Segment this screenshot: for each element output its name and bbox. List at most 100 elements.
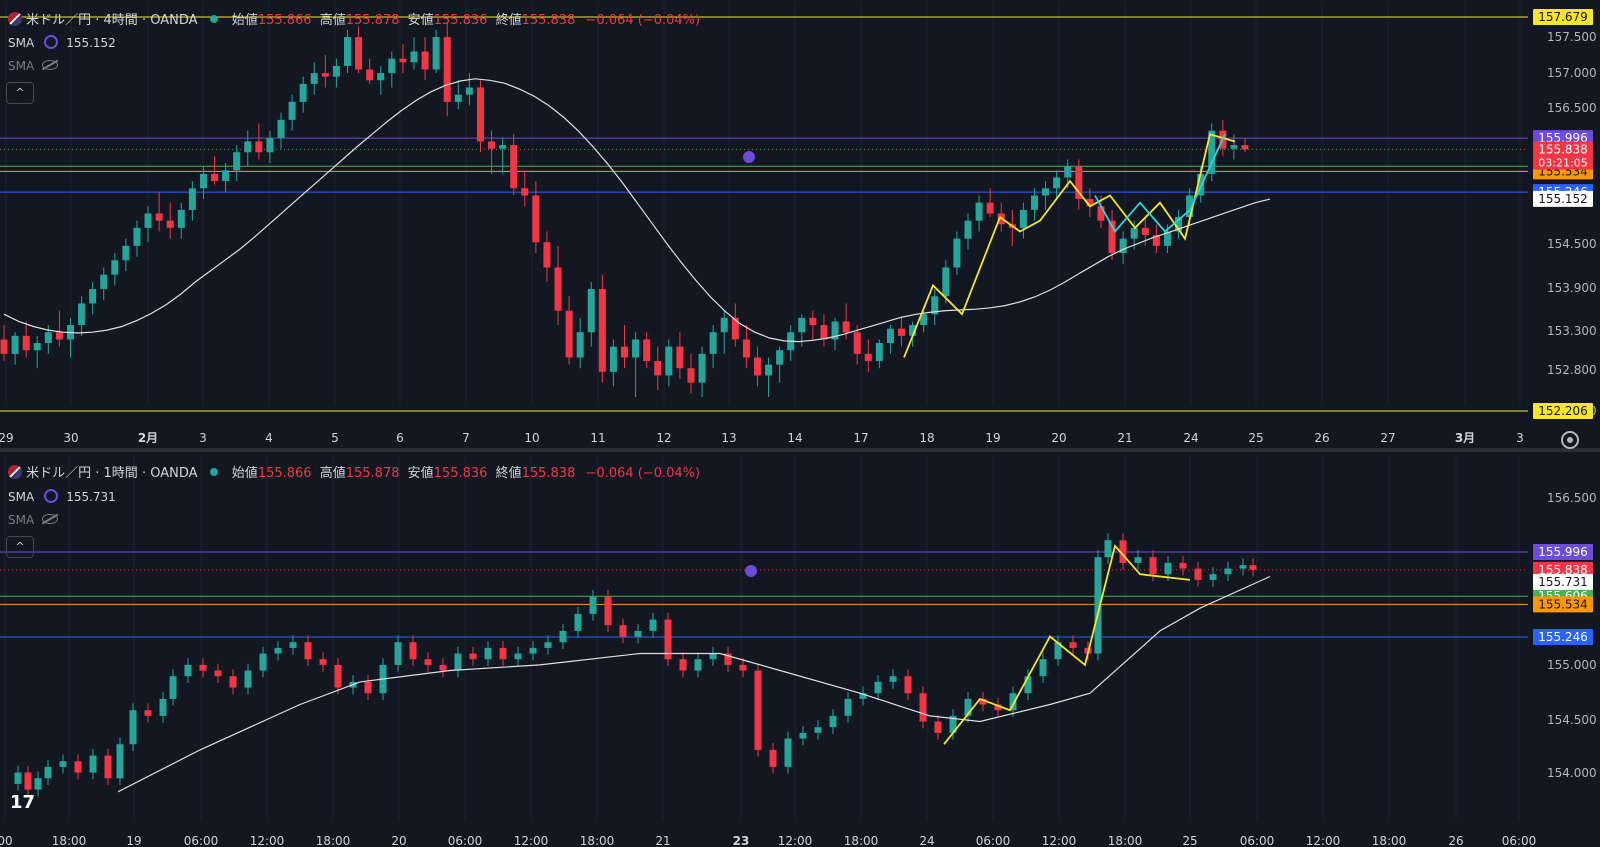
candle-body (24, 772, 32, 790)
time-tick-label: 19 (126, 834, 141, 847)
time-tick-label: 14 (787, 431, 802, 445)
candle-body (1230, 145, 1238, 149)
sma-color-icon (44, 489, 59, 503)
candle-body (864, 353, 872, 362)
price-tick-label: 154.500 (1547, 713, 1597, 727)
price-tag (1533, 574, 1593, 591)
change-value: −0.064 (−0.04%) (585, 466, 701, 481)
candle-body (104, 755, 112, 779)
candle-body (184, 664, 192, 677)
candle-body (366, 69, 374, 81)
candle-body (529, 647, 537, 654)
candle-body (964, 698, 972, 716)
price-tag-label: 155.534 (1538, 597, 1588, 611)
time-tick-label: 6 (396, 431, 404, 445)
candle-body (74, 761, 82, 773)
indicator-sma-2[interactable]: SMA (8, 513, 59, 527)
symbol-title[interactable]: 米ドル／円 · 4時間 · OANDA (26, 13, 198, 28)
hidden-eye-icon[interactable] (42, 60, 59, 70)
open-value: 155.866 (257, 466, 312, 481)
candle-body (332, 65, 340, 77)
hidden-eye-icon[interactable] (42, 514, 59, 524)
candle-body (159, 698, 167, 716)
candle-body (476, 87, 484, 142)
price-tag (1533, 629, 1593, 645)
candle-body (11, 335, 19, 354)
price-tick-label: 153.300 (1547, 324, 1597, 338)
candle-body (765, 364, 773, 376)
candle-body (304, 642, 312, 660)
candle-body (1069, 642, 1077, 648)
candle-body (694, 659, 702, 671)
time-tick-label: 27 (1380, 431, 1395, 445)
time-tick-label: 23 (733, 834, 750, 847)
candle-body (89, 289, 97, 304)
candle-body (643, 339, 651, 362)
candle-body (842, 321, 850, 333)
candle-body (875, 343, 883, 362)
candle-body (259, 653, 267, 671)
panel-separator[interactable] (0, 448, 1600, 452)
indicator-sma-2[interactable]: SMA (8, 59, 59, 73)
candle-body (532, 195, 540, 243)
time-tick-label: 12 (656, 431, 671, 445)
candle-body (233, 152, 241, 171)
candle-body (1104, 540, 1112, 558)
low-value: 155.836 (433, 466, 488, 481)
candle-body (44, 332, 52, 344)
candle-body (604, 596, 612, 626)
time-tick-label: 21 (655, 834, 670, 847)
candle-body (565, 310, 573, 358)
candle-body (953, 238, 961, 268)
candle-body (244, 141, 252, 153)
candle-body (394, 642, 402, 665)
candle-body (59, 761, 67, 767)
candle-body (377, 73, 385, 81)
candle-body (100, 274, 108, 290)
price-tag-label: 155.838 (1538, 563, 1588, 577)
candle-body (499, 647, 507, 660)
indicator-sma-1[interactable]: SMA 155.731 (8, 489, 116, 504)
candle-body (676, 346, 684, 369)
time-tick-label: 7 (462, 431, 470, 445)
sma-color-icon (44, 35, 59, 49)
candle-body (831, 321, 839, 340)
candle-body (1053, 177, 1061, 189)
candle-body (1030, 195, 1038, 210)
symbol-title[interactable]: 米ドル／円 · 1時間 · OANDA (26, 466, 198, 481)
time-tick-label: 12:00 (514, 834, 549, 847)
sma-line (117, 575, 1271, 793)
tradingview-logo-icon[interactable]: 17 (10, 792, 36, 813)
candle-body (979, 698, 987, 705)
candle-body (288, 101, 296, 120)
time-tick-label: 06:00 (1240, 834, 1275, 847)
indicator-sma-1[interactable]: SMA 155.152 (8, 35, 116, 50)
collapse-legend-button[interactable]: ^ (6, 82, 34, 104)
price-tick-label: 154.500 (1547, 237, 1597, 251)
candle-body (299, 83, 307, 102)
candle-body (133, 227, 141, 246)
candle-body (122, 245, 130, 261)
candle-body (809, 317, 817, 326)
time-tick-label: 13 (721, 431, 736, 445)
candle-body (14, 772, 22, 784)
chart-settings-gear-icon[interactable] (1561, 431, 1579, 449)
candle-body (44, 766, 52, 779)
candle-body (1042, 188, 1050, 196)
collapse-legend-button[interactable]: ^ (6, 536, 34, 558)
time-tick-label: 18:00 (52, 834, 87, 847)
price-tag (1533, 141, 1593, 170)
candle-body (169, 676, 177, 699)
time-tick-label: 12:00 (1306, 834, 1341, 847)
candle-body (55, 332, 63, 340)
price-tick-label: 156.500 (1547, 491, 1597, 505)
candle-body (798, 317, 806, 333)
price-tick-label: 155.000 (1547, 658, 1597, 672)
candle-body (439, 664, 447, 671)
candle-body (1239, 565, 1247, 569)
candle-body (1094, 557, 1102, 654)
time-tick-label: 26 (1314, 431, 1329, 445)
candle-body (1108, 220, 1116, 254)
candle-body (1249, 565, 1257, 570)
